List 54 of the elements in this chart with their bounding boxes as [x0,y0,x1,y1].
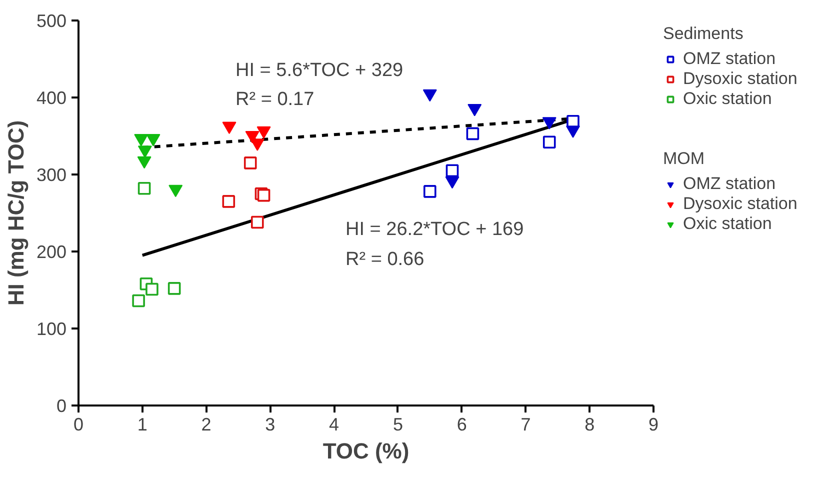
point [256,126,271,139]
x-tick-label: 9 [648,414,659,434]
legend-label: OMZ station [683,174,776,194]
point [222,122,236,134]
point [222,195,236,208]
x-tick-label: 2 [201,414,212,434]
x-tick-label: 1 [137,414,148,434]
legend-label: Oxic station [683,89,772,109]
x-tick-label: 4 [329,414,340,434]
y-tick-label: 300 [36,165,67,185]
point [168,282,181,295]
legend-label: Dysoxic station [683,69,798,89]
y-tick-label: 100 [36,319,67,339]
point [244,156,257,170]
point [168,184,183,198]
point [146,282,158,296]
point [250,216,264,229]
point [466,127,480,140]
legend-label: Dysoxic station [683,194,798,214]
point [423,185,436,198]
x-tick-label: 3 [265,414,276,434]
x-tick-label: 6 [456,414,467,434]
legend-label: Oxic station [683,214,772,234]
annotation: R² = 0.66 [346,249,424,270]
annotation: HI = 26.2*TOC + 169 [346,219,524,240]
x-axis-title: TOC (%) [322,438,410,464]
x-tick-label: 5 [392,414,403,434]
point [542,136,556,149]
point [445,176,460,189]
x-tick-label: 0 [73,414,84,434]
point [468,104,482,116]
x-tick-label: 7 [520,414,531,434]
text: Sediments [663,24,744,43]
point [137,156,152,169]
point [257,188,270,202]
y-tick-label: 0 [56,396,67,416]
legend-label: OMZ station [683,49,776,69]
point [146,134,160,146]
x-tick-label: 8 [584,414,595,434]
y-tick-label: 200 [36,242,67,262]
y-tick-label: 400 [36,88,67,108]
point [132,294,145,308]
y-tick-label: 500 [36,11,67,31]
y-axis-title: HI (mg HC/g TOC) [3,120,28,306]
text: MOM [663,149,705,168]
point [134,134,148,146]
point [446,164,459,178]
annotation: R² = 0.17 [236,89,314,110]
point [566,126,580,138]
point [542,117,556,130]
point [422,89,437,102]
annotation: HI = 5.6*TOC + 329 [236,60,404,81]
point [138,182,151,195]
point [138,146,152,158]
